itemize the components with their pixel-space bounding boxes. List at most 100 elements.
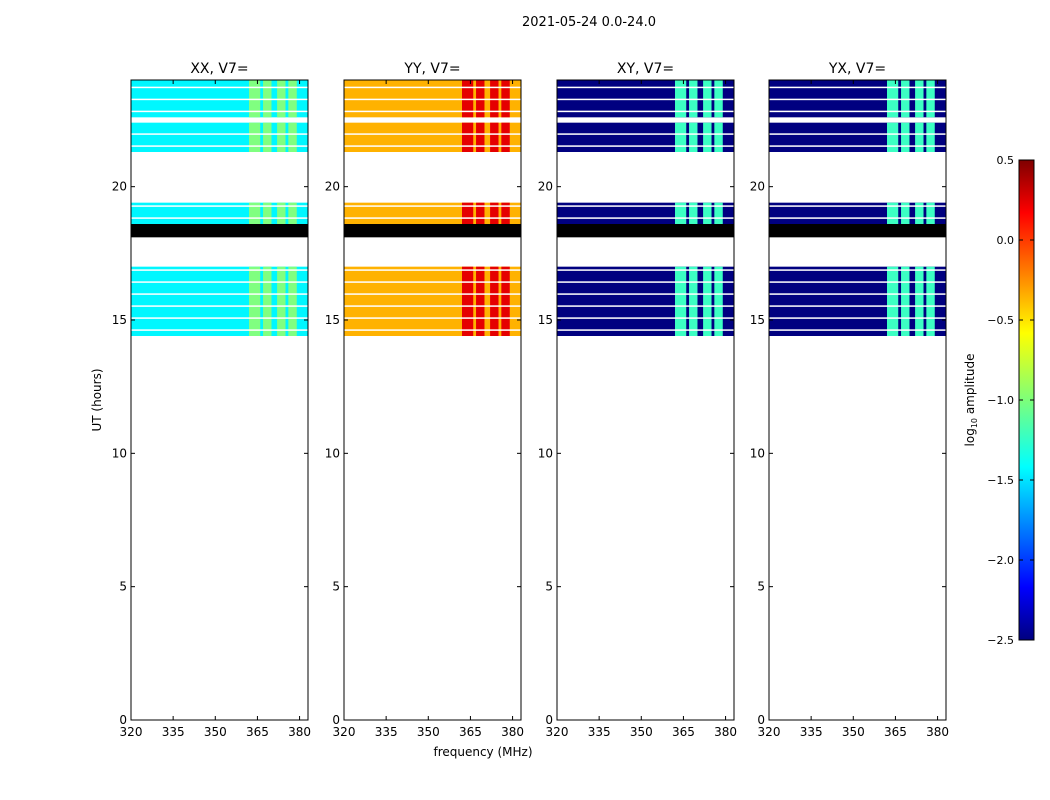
gap-line (557, 269, 734, 271)
gap-line (131, 133, 308, 135)
x-tick-label: 380 (501, 725, 524, 739)
colorbar-tick-label: 0.0 (997, 234, 1015, 247)
gap-line (769, 145, 946, 147)
band-strip-3-1 (675, 122, 687, 152)
flagged-block (131, 224, 308, 238)
y-tick-label: 10 (112, 446, 127, 460)
y-tick-label: 20 (325, 180, 340, 194)
band-strip-2-2 (263, 202, 272, 224)
y-tick-label: 5 (757, 580, 765, 594)
gap-line (557, 145, 734, 147)
band-strip-3-4 (714, 122, 723, 152)
y-tick-label: 10 (325, 446, 340, 460)
x-tick-label: 365 (459, 725, 482, 739)
band-strip-1-1 (675, 266, 687, 336)
band-strip-1-3 (703, 266, 712, 336)
band-strip-3-3 (490, 122, 499, 152)
band-strip-2-2 (476, 202, 485, 224)
band-strip-1-1 (249, 266, 261, 336)
gap-line (344, 98, 521, 101)
x-tick-label: 380 (926, 725, 949, 739)
panel-4: YX, V7= 320 335 350 365 380 0 5 10 15 20 (750, 61, 949, 739)
gap-line (769, 205, 946, 207)
x-tick-label: 320 (333, 725, 356, 739)
y-tick-label: 20 (750, 180, 765, 194)
gap-line (131, 98, 308, 101)
gap-line (557, 217, 734, 219)
gap-line (769, 281, 946, 283)
panel-1: XX, V7= 320 335 350 365 380 0 5 10 15 20 (112, 61, 311, 739)
gap-line (131, 305, 308, 307)
gap-line (557, 205, 734, 207)
band-strip-3-4 (926, 122, 935, 152)
y-tick-label: 0 (332, 713, 340, 727)
gap-line (557, 305, 734, 307)
gap-line (344, 205, 521, 207)
gap-line (131, 269, 308, 271)
gap-line (131, 110, 308, 113)
gap-line (769, 305, 946, 307)
gap-line (557, 133, 734, 135)
y-tick-label: 15 (112, 313, 127, 327)
band-strip-2-3 (490, 202, 499, 224)
gap-line (131, 86, 308, 89)
band-strip-1-4 (501, 266, 510, 336)
panel-2: YY, V7= 320 335 350 365 380 0 5 10 15 20 (325, 61, 524, 739)
x-tick-label: 365 (246, 725, 269, 739)
band-strip-2-1 (249, 202, 261, 224)
band-strip-2-3 (915, 202, 924, 224)
band-strip-2-4 (501, 202, 510, 224)
band-strip-3-1 (887, 122, 899, 152)
gap-line (344, 293, 521, 295)
x-tick-label: 350 (842, 725, 865, 739)
x-tick-label: 335 (800, 725, 823, 739)
band-strip-1-3 (277, 266, 286, 336)
gap-line (344, 305, 521, 307)
colorbar: 0.5 0.0 −0.5 −1.0 −1.5 −2.0 −2.5 log10 amplitud… (963, 154, 1035, 647)
gap-line (557, 281, 734, 283)
x-tick-label: 320 (546, 725, 569, 739)
x-axis-label: frequency (MHz) (433, 745, 532, 759)
band-strip-2-4 (288, 202, 297, 224)
band-strip-3-2 (689, 122, 698, 152)
gap-line (344, 269, 521, 271)
band-strip-3-2 (263, 122, 272, 152)
band-strip-2-1 (462, 202, 474, 224)
band-strip-1-4 (926, 266, 935, 336)
gap-line (344, 281, 521, 283)
band-strip-1-3 (915, 266, 924, 336)
y-tick-label: 15 (750, 313, 765, 327)
colorbar-tick-label: 0.5 (997, 154, 1015, 167)
band-strip-3-3 (703, 122, 712, 152)
band-strip-1-2 (476, 266, 485, 336)
x-tick-label: 350 (204, 725, 227, 739)
gap-line (557, 293, 734, 295)
gap-line (557, 86, 734, 89)
y-tick-label: 15 (325, 313, 340, 327)
y-tick-label: 15 (538, 313, 553, 327)
gap-line (769, 86, 946, 89)
gap-line (769, 133, 946, 135)
x-tick-label: 335 (375, 725, 398, 739)
x-tick-label: 335 (162, 725, 185, 739)
gap-line (344, 110, 521, 113)
gap-line (769, 329, 946, 331)
band-strip-2-1 (675, 202, 687, 224)
band-strip-1-3 (490, 266, 499, 336)
gap-line (557, 329, 734, 331)
axes-frame (130, 79, 309, 721)
gap-line (769, 293, 946, 295)
band-strip-2-3 (703, 202, 712, 224)
gap-line (131, 329, 308, 331)
y-tick-label: 20 (112, 180, 127, 194)
colorbar-label: log10 amplitude (963, 354, 979, 447)
gap-line (344, 133, 521, 135)
band-strip-2-1 (887, 202, 899, 224)
gap-line (769, 98, 946, 101)
gap-line (131, 145, 308, 147)
x-tick-label: 320 (758, 725, 781, 739)
y-tick-label: 0 (545, 713, 553, 727)
panel-title: XX, V7= (190, 61, 248, 77)
band-strip-1-4 (288, 266, 297, 336)
